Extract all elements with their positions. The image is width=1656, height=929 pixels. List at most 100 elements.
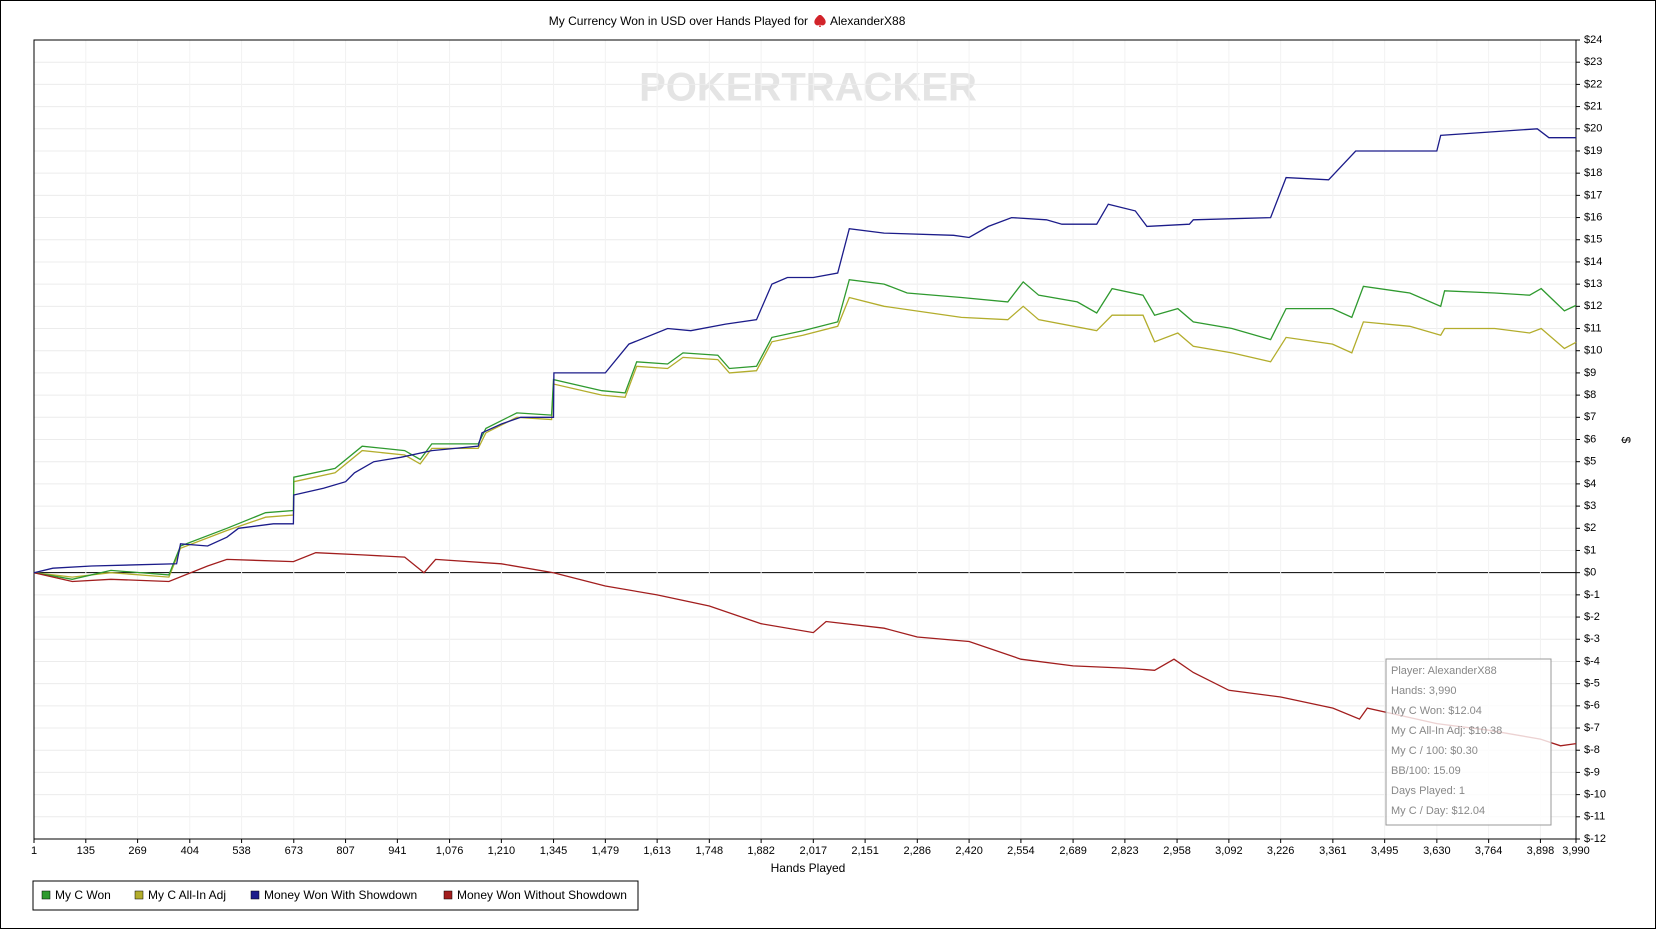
chart-title: My Currency Won in USD over Hands Played… (549, 14, 808, 28)
series-line (33, 128, 1576, 574)
y-tick-label: $18 (1584, 167, 1602, 179)
plot-border (33, 39, 1577, 840)
y-tick-label: $9 (1584, 367, 1596, 379)
x-tick-label: 673 (285, 845, 303, 857)
x-tick-label: 2,554 (1007, 845, 1035, 857)
y-tick-label: $0 (1584, 567, 1596, 579)
y-tick-label: $-12 (1584, 833, 1606, 845)
y-tick-label: $7 (1584, 411, 1596, 423)
legend-box (32, 880, 639, 911)
watermark: POKERTRACKER (639, 66, 977, 110)
y-tick-label: $12 (1584, 300, 1602, 312)
x-tick-label: 1,882 (747, 845, 775, 857)
y-tick-label: $-1 (1584, 589, 1600, 601)
tooltip-line: Hands: 3,990 (1391, 685, 1456, 697)
legend-label: My C All-In Adj (148, 888, 226, 902)
x-tick-label: 2,420 (955, 845, 983, 857)
legend-label: My C Won (55, 888, 111, 902)
y-tick-label: $21 (1584, 100, 1602, 112)
y-tick-label: $14 (1584, 256, 1602, 268)
y-tick-label: $2 (1584, 522, 1596, 534)
tooltip-line: My C All-In Adj: $10.38 (1391, 725, 1502, 737)
x-tick-label: 404 (181, 845, 199, 857)
legend-label: Money Won Without Showdown (457, 888, 627, 902)
player-name: AlexanderX88 (830, 14, 906, 28)
tooltip-line: Days Played: 1 (1391, 785, 1465, 797)
x-tick-label: 807 (336, 845, 354, 857)
y-tick-label: $24 (1584, 34, 1602, 46)
series-line (33, 278, 1577, 580)
spade-icon (814, 15, 826, 27)
y-tick-label: $13 (1584, 278, 1602, 290)
y-tick-label: $19 (1584, 145, 1602, 157)
y-tick-label: $16 (1584, 211, 1602, 223)
legend-swatch (443, 890, 453, 900)
x-tick-label: 2,017 (800, 845, 828, 857)
y-tick-label: $11 (1584, 322, 1602, 334)
x-tick-label: 135 (77, 845, 95, 857)
y-tick-label: $-3 (1584, 633, 1600, 645)
y-tick-label: $-7 (1584, 722, 1600, 734)
x-tick-label: 269 (128, 845, 146, 857)
y-tick-label: $-10 (1584, 789, 1606, 801)
x-tick-label: 1,076 (436, 845, 464, 857)
x-tick-label: 2,823 (1111, 845, 1139, 857)
x-tick-label: 3,898 (1527, 845, 1555, 857)
x-tick-label: 1,748 (696, 845, 724, 857)
y-tick-label: $8 (1584, 389, 1596, 401)
x-tick-label: 3,495 (1371, 845, 1399, 857)
tooltip-line: Player: AlexanderX88 (1391, 665, 1497, 677)
x-tick-label: 941 (388, 845, 406, 857)
tooltip-line: My C / 100: $0.30 (1391, 745, 1478, 757)
x-tick-label: 2,689 (1059, 845, 1087, 857)
y-tick-label: $10 (1584, 345, 1602, 357)
tooltip-line: My C / Day: $12.04 (1391, 805, 1485, 817)
x-axis-label: Hands Played (771, 861, 846, 875)
y-tick-label: $-8 (1584, 744, 1600, 756)
legend-swatch (250, 890, 260, 900)
legend-swatch (134, 890, 144, 900)
y-tick-label: $-4 (1584, 655, 1600, 667)
tooltip-line: BB/100: 15.09 (1391, 765, 1461, 777)
x-tick-label: 3,764 (1475, 845, 1503, 857)
y-tick-label: $-6 (1584, 700, 1600, 712)
y-tick-label: $23 (1584, 56, 1602, 68)
y-tick-label: $-11 (1584, 811, 1605, 823)
x-tick-label: 538 (232, 845, 250, 857)
y-tick-label: $5 (1584, 456, 1596, 468)
x-tick-label: 3,990 (1562, 845, 1590, 857)
y-tick-label: $1 (1584, 544, 1596, 556)
tooltip-line: My C Won: $12.04 (1391, 705, 1482, 717)
y-tick-label: $22 (1584, 78, 1602, 90)
legend-swatch (41, 890, 51, 900)
y-tick-label: $17 (1584, 189, 1602, 201)
x-tick-label: 1,210 (488, 845, 516, 857)
y-tick-label: $6 (1584, 433, 1596, 445)
series-line (33, 296, 1577, 578)
y-tick-label: $15 (1584, 234, 1602, 246)
series-line (33, 552, 1577, 747)
legend-label: Money Won With Showdown (264, 888, 417, 902)
x-tick-label: 1,613 (643, 845, 671, 857)
tooltip-box (1385, 658, 1552, 826)
y-tick-label: $-5 (1584, 678, 1600, 690)
tooltip: Player: AlexanderX88 Hands: 3,990 My C Won… (1385, 658, 1552, 826)
y-tick-label: $-9 (1584, 766, 1600, 778)
x-tick-label: 3,226 (1267, 845, 1295, 857)
y-tick-label: $-2 (1584, 611, 1600, 623)
x-tick-label: 2,151 (851, 845, 879, 857)
x-tick-label: 2,958 (1163, 845, 1191, 857)
x-tick-label: 1,345 (540, 845, 568, 857)
y-tick-label: $20 (1584, 123, 1602, 135)
x-tick-label: 2,286 (904, 845, 932, 857)
x-tick-label: 3,630 (1423, 845, 1451, 857)
x-tick-label: 3,361 (1319, 845, 1347, 857)
x-tick-label: 1,479 (592, 845, 620, 857)
x-tick-label: 3,092 (1215, 845, 1243, 857)
x-tick-label: 1 (31, 845, 37, 857)
y-tick-label: $3 (1584, 500, 1596, 512)
y-tick-label: $4 (1584, 478, 1596, 490)
y-axis-label: $ (1619, 437, 1633, 444)
